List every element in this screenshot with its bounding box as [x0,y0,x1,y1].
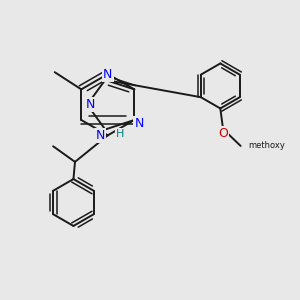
Text: N: N [85,98,95,111]
Text: H: H [116,129,124,139]
Text: O: O [218,127,228,140]
Text: N: N [95,129,105,142]
Text: N: N [134,117,144,130]
Text: N: N [103,68,112,81]
Text: methoxy: methoxy [248,141,285,150]
